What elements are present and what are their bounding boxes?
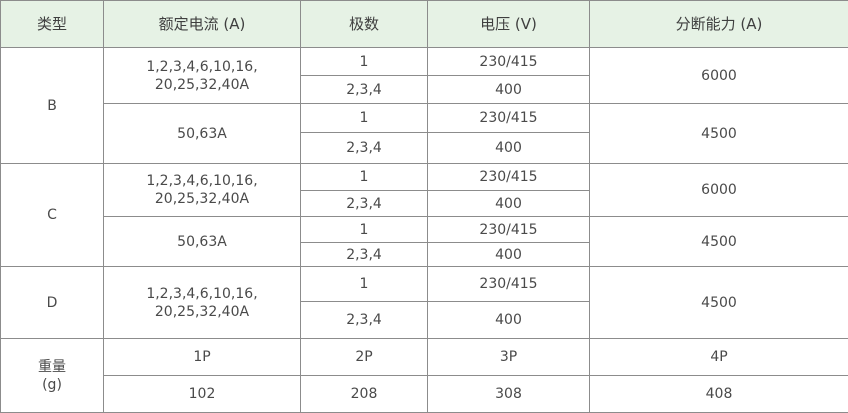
voltage-cell: 230/415 bbox=[428, 217, 590, 243]
weight-value-cell: 208 bbox=[301, 376, 428, 413]
poles-cell: 1 bbox=[301, 164, 428, 191]
table-header: 类型 额定电流 (A) 极数 电压 (V) 分断能力 (A) bbox=[1, 1, 848, 48]
breaking-cell: 6000 bbox=[590, 48, 848, 104]
current-cell: 1,2,3,4,6,10,16, 20,25,32,40A bbox=[104, 164, 301, 217]
voltage-cell: 230/415 bbox=[428, 267, 590, 302]
table-row: B 1,2,3,4,6,10,16, 20,25,32,40A 1 230/41… bbox=[1, 48, 848, 76]
weight-pole-cell: 4P bbox=[590, 339, 848, 376]
current-line: 1,2,3,4,6,10,16, bbox=[146, 172, 257, 190]
poles-cell: 1 bbox=[301, 217, 428, 243]
voltage-cell: 400 bbox=[428, 302, 590, 339]
poles-cell: 1 bbox=[301, 48, 428, 76]
weight-pole-cell: 3P bbox=[428, 339, 590, 376]
type-cell-d: D bbox=[1, 267, 104, 339]
breaking-cell: 4500 bbox=[590, 217, 848, 267]
table-body: B 1,2,3,4,6,10,16, 20,25,32,40A 1 230/41… bbox=[1, 48, 848, 413]
poles-cell: 2,3,4 bbox=[301, 191, 428, 217]
current-line: 1,2,3,4,6,10,16, bbox=[146, 285, 257, 303]
current-cell: 1,2,3,4,6,10,16, 20,25,32,40A bbox=[104, 48, 301, 104]
weight-label: 重量 bbox=[38, 358, 66, 376]
current-cell: 50,63A bbox=[104, 217, 301, 267]
current-cell: 1,2,3,4,6,10,16, 20,25,32,40A bbox=[104, 267, 301, 339]
header-breaking-capacity: 分断能力 (A) bbox=[590, 1, 848, 48]
poles-cell: 2,3,4 bbox=[301, 133, 428, 164]
voltage-cell: 400 bbox=[428, 191, 590, 217]
table-row: 50,63A 1 230/415 4500 bbox=[1, 104, 848, 133]
weight-unit: (g) bbox=[38, 376, 66, 394]
current-line: 20,25,32,40A bbox=[146, 76, 257, 94]
poles-cell: 2,3,4 bbox=[301, 243, 428, 267]
current-line: 20,25,32,40A bbox=[146, 190, 257, 208]
breaking-cell: 6000 bbox=[590, 164, 848, 217]
voltage-cell: 400 bbox=[428, 76, 590, 104]
weight-pole-cell: 2P bbox=[301, 339, 428, 376]
poles-cell: 1 bbox=[301, 104, 428, 133]
weight-value-cell: 308 bbox=[428, 376, 590, 413]
table-row: D 1,2,3,4,6,10,16, 20,25,32,40A 1 230/41… bbox=[1, 267, 848, 302]
type-cell-b: B bbox=[1, 48, 104, 164]
poles-cell: 1 bbox=[301, 267, 428, 302]
voltage-cell: 230/415 bbox=[428, 164, 590, 191]
header-voltage: 电压 (V) bbox=[428, 1, 590, 48]
breaking-cell: 4500 bbox=[590, 267, 848, 339]
weight-pole-cell: 1P bbox=[104, 339, 301, 376]
voltage-cell: 400 bbox=[428, 133, 590, 164]
current-line: 20,25,32,40A bbox=[146, 303, 257, 321]
poles-cell: 2,3,4 bbox=[301, 302, 428, 339]
voltage-cell: 230/415 bbox=[428, 104, 590, 133]
current-cell: 50,63A bbox=[104, 104, 301, 164]
table-row: C 1,2,3,4,6,10,16, 20,25,32,40A 1 230/41… bbox=[1, 164, 848, 191]
weight-value-row: 102 208 308 408 bbox=[1, 376, 848, 413]
header-type: 类型 bbox=[1, 1, 104, 48]
table-row: 50,63A 1 230/415 4500 bbox=[1, 217, 848, 243]
weight-value-cell: 408 bbox=[590, 376, 848, 413]
weight-label-cell: 重量 (g) bbox=[1, 339, 104, 413]
poles-cell: 2,3,4 bbox=[301, 76, 428, 104]
weight-pole-row: 重量 (g) 1P 2P 3P 4P bbox=[1, 339, 848, 376]
breaking-cell: 4500 bbox=[590, 104, 848, 164]
voltage-cell: 230/415 bbox=[428, 48, 590, 76]
header-rated-current: 额定电流 (A) bbox=[104, 1, 301, 48]
weight-value-cell: 102 bbox=[104, 376, 301, 413]
current-line: 1,2,3,4,6,10,16, bbox=[146, 58, 257, 76]
type-cell-c: C bbox=[1, 164, 104, 267]
header-row: 类型 额定电流 (A) 极数 电压 (V) 分断能力 (A) bbox=[1, 1, 848, 48]
voltage-cell: 400 bbox=[428, 243, 590, 267]
header-poles: 极数 bbox=[301, 1, 428, 48]
